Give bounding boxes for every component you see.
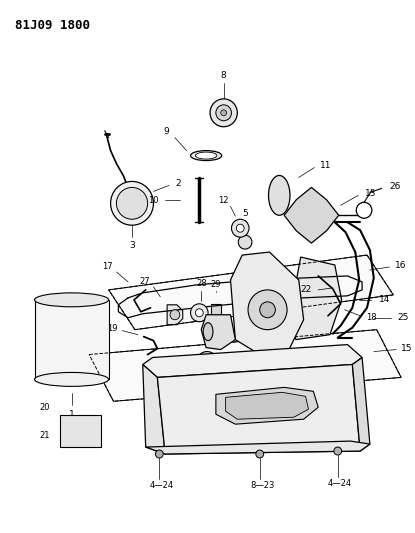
Text: 13: 13 bbox=[365, 189, 376, 198]
Circle shape bbox=[256, 450, 264, 458]
Polygon shape bbox=[352, 358, 370, 451]
Text: 27: 27 bbox=[139, 277, 149, 286]
Polygon shape bbox=[167, 305, 183, 325]
Text: 19: 19 bbox=[107, 324, 117, 333]
Circle shape bbox=[276, 360, 286, 369]
Ellipse shape bbox=[34, 293, 109, 307]
Polygon shape bbox=[143, 345, 362, 377]
Circle shape bbox=[334, 447, 342, 455]
Circle shape bbox=[356, 203, 372, 218]
Ellipse shape bbox=[269, 175, 290, 215]
Polygon shape bbox=[291, 257, 342, 340]
Circle shape bbox=[196, 352, 218, 374]
Text: 6: 6 bbox=[226, 395, 232, 404]
Circle shape bbox=[67, 425, 78, 437]
Text: 12: 12 bbox=[218, 196, 229, 205]
Circle shape bbox=[170, 310, 180, 320]
Circle shape bbox=[110, 181, 154, 225]
Text: 17: 17 bbox=[102, 262, 112, 271]
Text: 29: 29 bbox=[211, 280, 221, 289]
Ellipse shape bbox=[34, 373, 109, 386]
Polygon shape bbox=[157, 365, 360, 454]
Bar bbox=[34, 300, 109, 379]
Polygon shape bbox=[143, 365, 165, 454]
Circle shape bbox=[238, 235, 252, 249]
Text: 16: 16 bbox=[395, 261, 407, 270]
Polygon shape bbox=[216, 387, 318, 424]
Text: 28: 28 bbox=[196, 279, 207, 288]
Circle shape bbox=[237, 224, 244, 232]
Polygon shape bbox=[109, 255, 393, 330]
Polygon shape bbox=[226, 392, 308, 419]
Bar bbox=[211, 304, 221, 318]
Circle shape bbox=[232, 219, 249, 237]
Text: 14: 14 bbox=[379, 295, 390, 304]
Text: 4—24: 4—24 bbox=[149, 481, 174, 490]
Polygon shape bbox=[201, 315, 235, 350]
Text: 3: 3 bbox=[129, 240, 135, 249]
Text: 22: 22 bbox=[300, 285, 311, 294]
Polygon shape bbox=[89, 330, 401, 401]
Circle shape bbox=[260, 302, 275, 318]
Circle shape bbox=[156, 450, 163, 458]
Text: 11: 11 bbox=[320, 161, 332, 170]
Text: 15: 15 bbox=[401, 344, 413, 353]
Text: 10: 10 bbox=[148, 196, 159, 205]
Text: 8—23: 8—23 bbox=[250, 481, 274, 490]
Ellipse shape bbox=[203, 322, 213, 341]
Text: 81J09 1800: 81J09 1800 bbox=[15, 19, 90, 33]
Circle shape bbox=[248, 290, 287, 330]
Polygon shape bbox=[230, 252, 304, 354]
Text: 18: 18 bbox=[366, 313, 377, 322]
Circle shape bbox=[190, 304, 208, 322]
Ellipse shape bbox=[190, 151, 222, 160]
Circle shape bbox=[210, 99, 237, 127]
Text: 7: 7 bbox=[297, 387, 303, 396]
Circle shape bbox=[83, 425, 95, 437]
Text: 4: 4 bbox=[177, 400, 183, 409]
Circle shape bbox=[117, 188, 148, 219]
Polygon shape bbox=[146, 441, 370, 454]
Text: 25: 25 bbox=[397, 313, 409, 322]
Bar bbox=[60, 415, 101, 447]
Circle shape bbox=[221, 110, 227, 116]
Circle shape bbox=[216, 105, 232, 121]
Polygon shape bbox=[284, 188, 339, 243]
Ellipse shape bbox=[195, 152, 217, 159]
Text: 20: 20 bbox=[40, 403, 50, 412]
Text: 2: 2 bbox=[175, 179, 181, 188]
Text: 1: 1 bbox=[69, 410, 74, 419]
Text: 4—24: 4—24 bbox=[328, 479, 352, 488]
Circle shape bbox=[223, 364, 234, 375]
Text: 9: 9 bbox=[164, 127, 169, 136]
Text: 21: 21 bbox=[40, 431, 50, 440]
Text: 5: 5 bbox=[242, 209, 248, 218]
Text: 8: 8 bbox=[221, 71, 227, 80]
Text: 26: 26 bbox=[389, 182, 401, 191]
Circle shape bbox=[195, 309, 203, 317]
